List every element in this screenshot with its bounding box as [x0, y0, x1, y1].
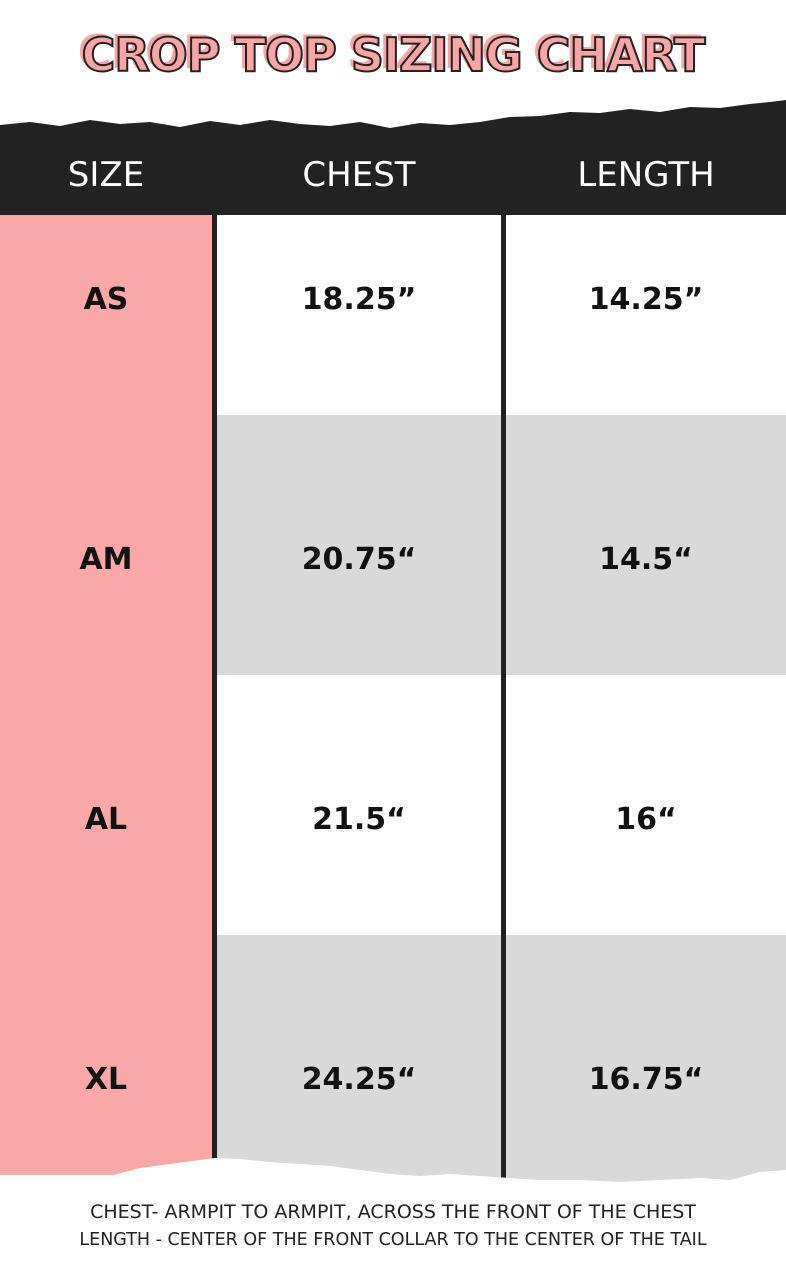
chest-note: CHEST- ARMPIT TO ARMPIT, ACROSS THE FRON… [90, 1201, 696, 1223]
length-cell: 14.5“ [599, 542, 693, 577]
size-cell: AL [84, 802, 128, 837]
column-divider [212, 215, 217, 1180]
chest-cell: 18.25” [301, 282, 417, 317]
header-chest: CHEST [302, 155, 416, 195]
torn-edge-top [0, 100, 786, 140]
torn-edge-bottom [0, 1158, 786, 1200]
size-cell: XL [84, 1062, 128, 1097]
length-cell: 16.75“ [588, 1062, 704, 1097]
chest-cell: 20.75“ [301, 542, 417, 577]
length-cell: 16“ [615, 802, 677, 837]
chest-cell: 21.5“ [312, 802, 406, 837]
page-title: CROP TOP SIZING CHART [81, 27, 707, 83]
size-cell: AS [83, 282, 129, 317]
header-length: LENGTH [577, 155, 715, 195]
length-cell: 14.25” [588, 282, 704, 317]
length-note: LENGTH - CENTER OF THE FRONT COLLAR TO T… [79, 1230, 707, 1250]
header-size: SIZE [67, 155, 145, 195]
column-divider [501, 215, 506, 1180]
table-header [0, 135, 786, 215]
size-cell: AM [79, 542, 133, 577]
size-column [0, 215, 212, 1175]
chest-cell: 24.25“ [301, 1062, 417, 1097]
